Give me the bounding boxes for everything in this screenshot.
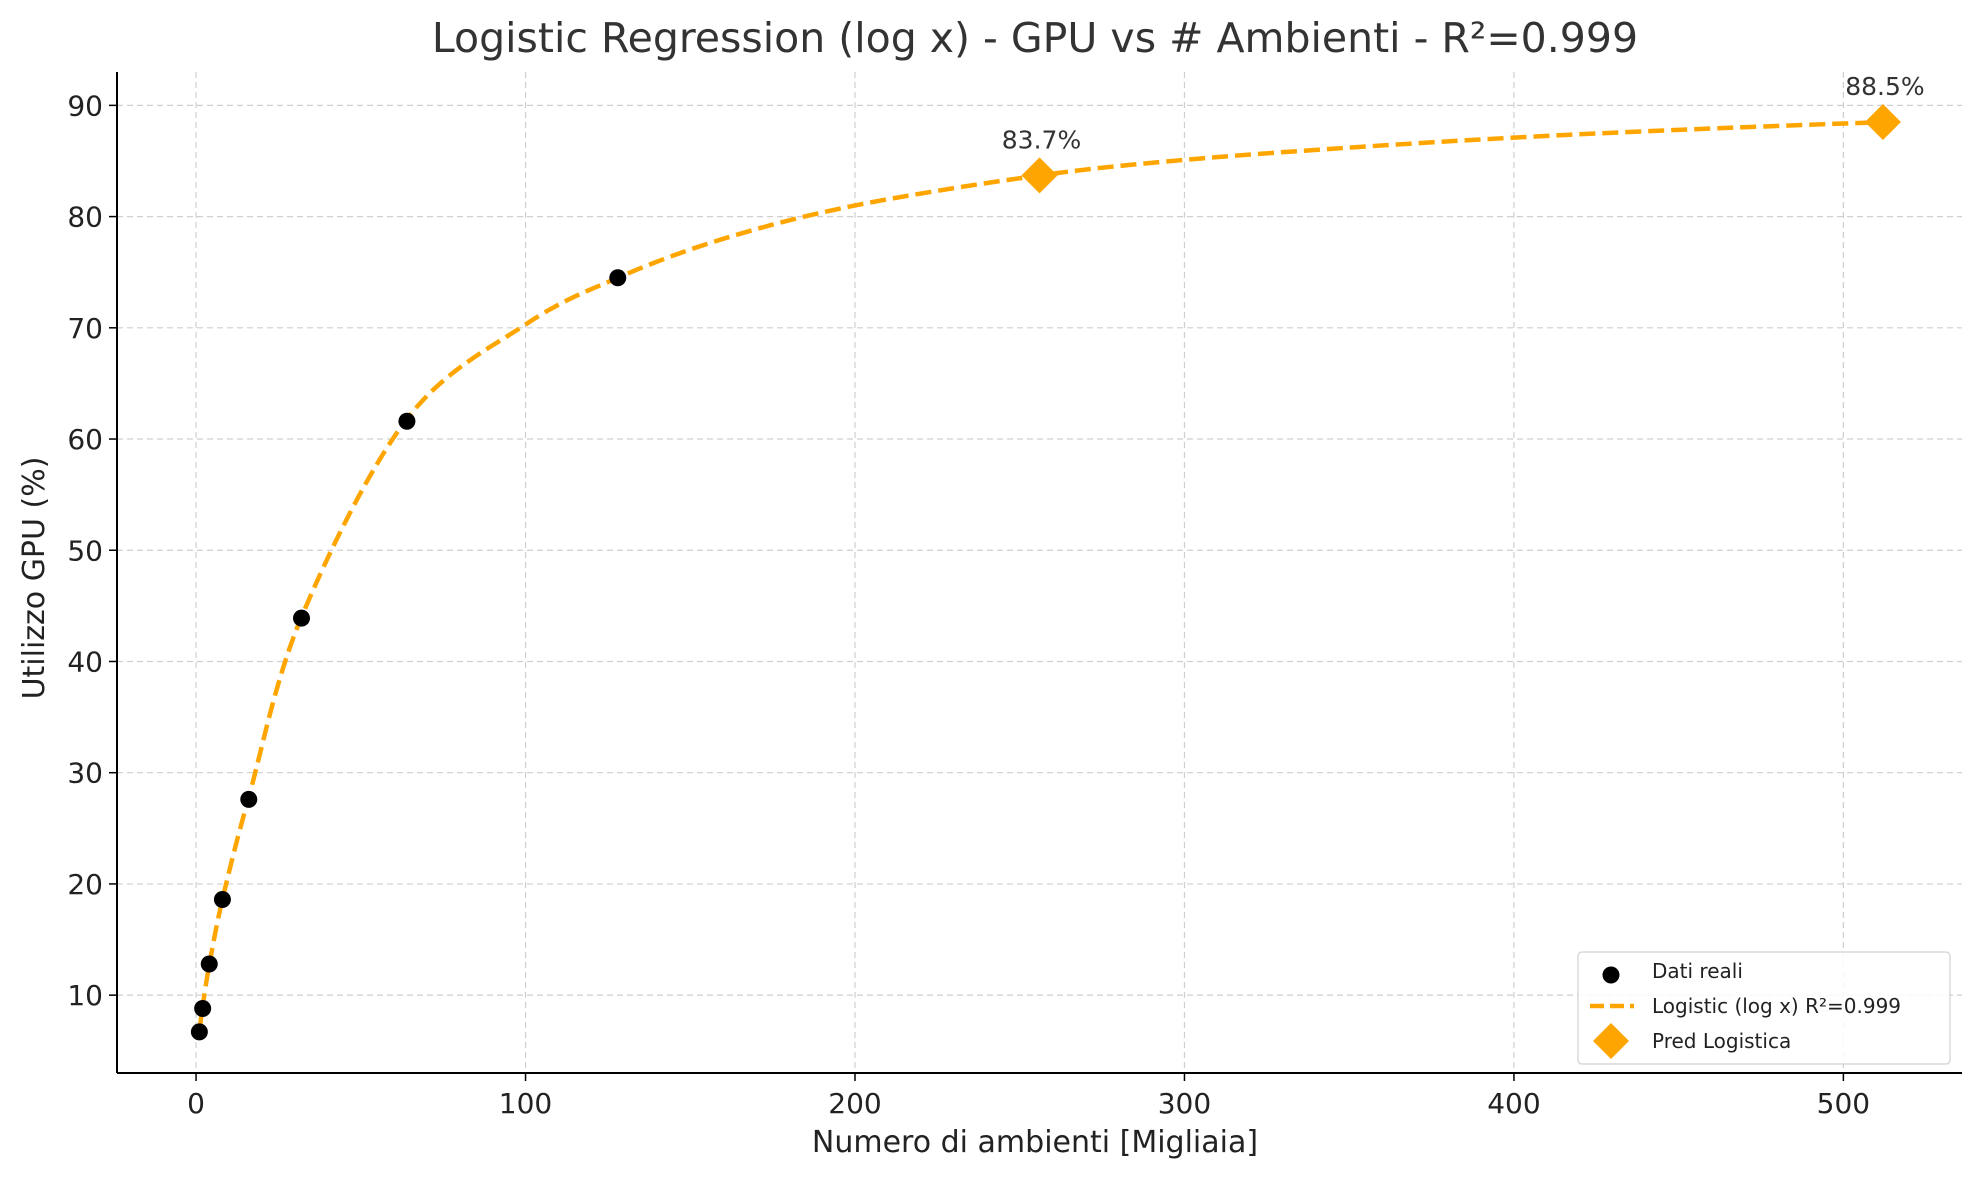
x-tick-label: 300 bbox=[1158, 1087, 1211, 1120]
x-tick-label: 200 bbox=[828, 1087, 881, 1120]
data-point bbox=[609, 269, 627, 287]
data-point bbox=[213, 890, 231, 908]
y-tick-label: 60 bbox=[67, 423, 103, 456]
y-tick-label: 40 bbox=[67, 645, 103, 678]
x-tick-label: 400 bbox=[1487, 1087, 1540, 1120]
prediction-label: 83.7% bbox=[1002, 125, 1081, 154]
data-point bbox=[293, 609, 310, 627]
y-tick-label: 80 bbox=[67, 201, 103, 234]
data-point bbox=[200, 955, 218, 973]
grid bbox=[117, 72, 1962, 1073]
legend: Dati reali Logistic (log x) R²=0.999 Pred … bbox=[1577, 951, 1951, 1065]
y-tick-label: 20 bbox=[67, 868, 103, 901]
y-ticks: 10 20 30 40 50 60 70 80 90 bbox=[67, 89, 117, 1012]
axes bbox=[116, 72, 1962, 1074]
data-point bbox=[190, 1023, 208, 1041]
y-tick-label: 50 bbox=[67, 534, 103, 567]
x-ticks: 0 100 200 300 400 500 bbox=[187, 1073, 1870, 1120]
fit-line bbox=[197, 119, 1884, 1033]
prediction-marker bbox=[1864, 104, 1901, 141]
data-point bbox=[398, 412, 416, 430]
plot-area: 83.7% 88.5% bbox=[190, 72, 1925, 1041]
prediction-label: 88.5% bbox=[1845, 72, 1924, 101]
legend-label: Pred Logistica bbox=[1652, 1029, 1791, 1053]
legend-swatch-data bbox=[1602, 966, 1620, 984]
legend-label: Dati reali bbox=[1652, 959, 1743, 983]
legend-swatch-pred bbox=[1593, 1023, 1629, 1059]
y-axis-label: Utilizzo GPU (%) bbox=[17, 457, 52, 700]
prediction-marker bbox=[1021, 157, 1058, 194]
x-axis-label: Numero di ambienti [Migliaia] bbox=[812, 1125, 1258, 1160]
y-tick-label: 30 bbox=[67, 757, 103, 790]
x-tick-label: 100 bbox=[499, 1087, 552, 1120]
legend-box bbox=[1577, 951, 1951, 1065]
chart-title: Logistic Regression (log x) - GPU vs # A… bbox=[432, 14, 1638, 62]
y-tick-label: 90 bbox=[67, 89, 103, 122]
legend-label: Logistic (log x) R²=0.999 bbox=[1652, 994, 1901, 1018]
y-tick-label: 70 bbox=[67, 312, 103, 345]
data-point bbox=[240, 790, 258, 808]
x-tick-label: 0 bbox=[187, 1087, 205, 1120]
x-tick-label: 500 bbox=[1817, 1087, 1870, 1120]
data-point bbox=[194, 999, 212, 1017]
y-tick-label: 10 bbox=[67, 979, 103, 1012]
